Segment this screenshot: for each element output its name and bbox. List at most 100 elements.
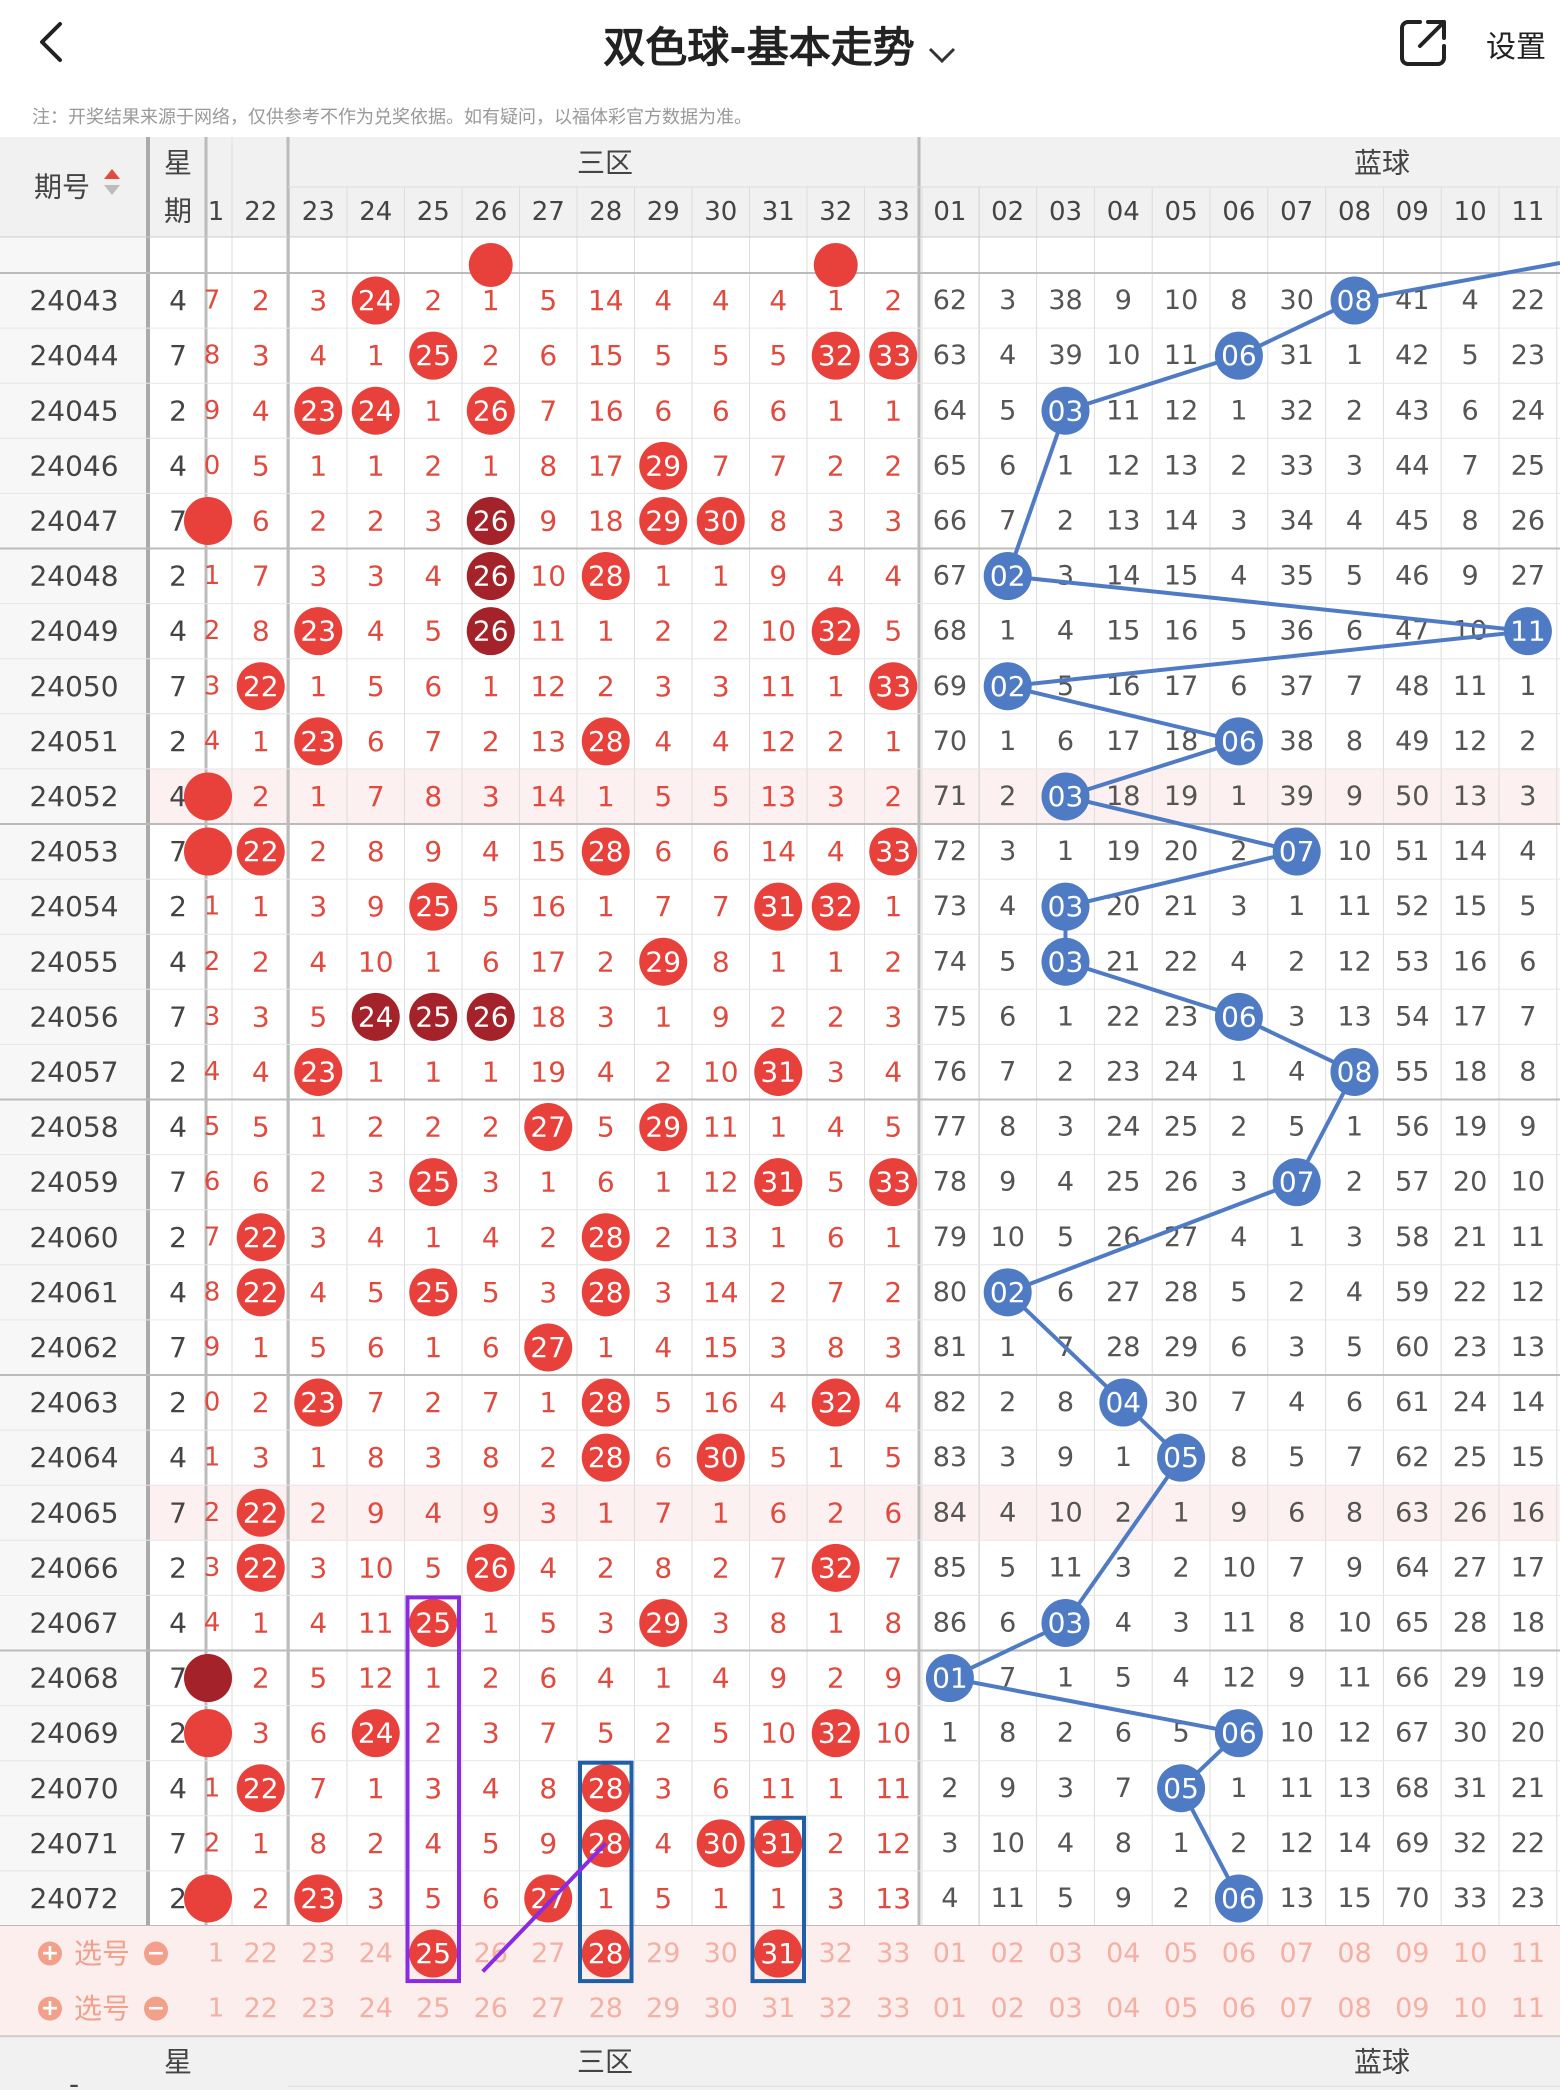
red-ball-21 xyxy=(184,772,232,821)
red-ball-25 xyxy=(409,331,458,380)
trend-chart[interactable]: 期号星期三区 蓝球 1 22 23 24 25 26 27 28 29 30 31 32 33 01 02 03 0… xyxy=(0,137,1560,2090)
miss-count: 3 xyxy=(252,339,270,372)
red-ball-24 xyxy=(351,276,400,325)
blue-miss-count: 7 xyxy=(1288,1552,1305,1583)
blue-miss-count: 31 xyxy=(1280,340,1314,371)
pick-blue-04: 04 xyxy=(1106,1993,1140,2024)
remove-icon[interactable] xyxy=(144,1996,168,2021)
miss-count: 8 xyxy=(654,1551,672,1584)
blue-miss-count: 6 xyxy=(999,1607,1016,1638)
miss-count: 1 xyxy=(424,945,442,978)
miss-count: 3 xyxy=(539,1496,557,1529)
miss-count: 14 xyxy=(703,1276,739,1309)
miss-count: 4 xyxy=(654,725,672,758)
red-ball-label: 28 xyxy=(588,1441,624,1474)
cell-21: 1 xyxy=(204,561,221,591)
miss-count: 15 xyxy=(530,835,566,868)
miss-count: 9 xyxy=(367,890,385,923)
blue-miss-count: 64 xyxy=(1395,1552,1429,1583)
miss-count: 3 xyxy=(597,1000,615,1033)
blue-ball-06 xyxy=(1214,1709,1263,1758)
blue-miss-count: 81 xyxy=(933,1332,967,1363)
blue-miss-count: 26 xyxy=(1164,1167,1198,1198)
miss-count: 1 xyxy=(769,945,787,978)
blue-ball-label: 07 xyxy=(1279,1166,1315,1199)
blue-miss-count: 25 xyxy=(1164,1112,1198,1143)
miss-count: 3 xyxy=(654,1276,672,1309)
blue-miss-count: 44 xyxy=(1395,450,1429,481)
page-title[interactable]: 双色球-基本走势 xyxy=(0,14,1560,75)
blue-miss-count: 70 xyxy=(1395,1883,1429,1914)
red-ball-21 xyxy=(184,1654,232,1703)
red-ball-label: 29 xyxy=(645,504,681,537)
cell-21: 4 xyxy=(204,1057,221,1087)
back-button[interactable] xyxy=(28,18,76,66)
blue-ball-03 xyxy=(1041,1598,1090,1647)
red-ball-label: 26 xyxy=(473,560,509,593)
blue-miss-count: 27 xyxy=(1106,1277,1140,1308)
selected-ball-25[interactable] xyxy=(409,1929,458,1978)
miss-count: 3 xyxy=(482,1166,500,1199)
blue-miss-count: 7 xyxy=(1230,1387,1247,1418)
period-cell: 24072 xyxy=(29,1882,118,1915)
period-cell: 24059 xyxy=(29,1166,118,1199)
red-ball-label: 24 xyxy=(358,1717,394,1750)
miss-count: 2 xyxy=(539,1441,557,1474)
red-ball-22 xyxy=(236,827,285,876)
sort-down-icon[interactable] xyxy=(104,185,120,195)
blue-miss-count: 10 xyxy=(1337,1607,1371,1638)
miss-count: 11 xyxy=(875,1772,911,1805)
blue-miss-count: 1 xyxy=(1230,1773,1247,1804)
blue-miss-count: 3 xyxy=(1519,781,1536,812)
miss-count: 1 xyxy=(309,449,327,482)
settings-button[interactable]: 设置 xyxy=(1486,30,1546,65)
blue-miss-count: 38 xyxy=(1048,285,1082,316)
remove-icon[interactable] xyxy=(144,1941,168,1966)
blue-miss-count: 36 xyxy=(1280,616,1314,647)
pick-blue-05: 05 xyxy=(1164,1938,1198,1969)
blue-miss-count: 1 xyxy=(1346,340,1363,371)
blue-miss-count: 11 xyxy=(1106,395,1140,426)
miss-count: 7 xyxy=(769,449,787,482)
blue-miss-count: 20 xyxy=(1453,1167,1487,1198)
miss-count: 4 xyxy=(712,1662,730,1695)
share-button[interactable] xyxy=(1398,16,1450,68)
miss-count: 6 xyxy=(654,1441,672,1474)
miss-count: 3 xyxy=(424,1441,442,1474)
blue-miss-count: 2 xyxy=(1230,836,1247,867)
selected-ball-31[interactable] xyxy=(754,1929,803,1978)
blue-miss-count: 2 xyxy=(1173,1883,1190,1914)
miss-count: 14 xyxy=(760,835,796,868)
period-cell: 24043 xyxy=(29,284,118,317)
blue-ball-label: 02 xyxy=(990,560,1026,593)
annotation-line xyxy=(481,1841,608,1973)
selected-ball-28[interactable] xyxy=(581,1929,630,1978)
blue-miss-count: 15 xyxy=(1453,891,1487,922)
blue-miss-count: 8 xyxy=(1115,1828,1132,1859)
miss-count: 6 xyxy=(252,504,270,537)
blue-miss-count: 27 xyxy=(1453,1552,1487,1583)
miss-count: 7 xyxy=(482,1386,500,1419)
cell-21: 2 xyxy=(204,616,221,646)
pick-blue-01: 01 xyxy=(933,1993,967,2024)
sort-up-icon[interactable] xyxy=(104,169,120,179)
blue-ball-02 xyxy=(983,662,1032,711)
add-icon[interactable] xyxy=(38,1996,62,2021)
pick-cell-32: 32 xyxy=(819,1938,853,1969)
blue-miss-count: 30 xyxy=(1453,1718,1487,1749)
red-ball-25 xyxy=(409,1158,458,1207)
miss-count: 1 xyxy=(367,449,385,482)
week-cell: 2 xyxy=(169,394,187,427)
miss-count: 5 xyxy=(367,670,385,703)
period-cell: 24056 xyxy=(29,1000,118,1033)
miss-count: 2 xyxy=(309,504,327,537)
red-ball-label: 28 xyxy=(588,560,624,593)
blue-miss-count: 37 xyxy=(1280,671,1314,702)
miss-count: 1 xyxy=(252,1606,270,1639)
add-icon[interactable] xyxy=(38,1941,62,1966)
miss-count: 3 xyxy=(424,1772,442,1805)
red-ball-label: 25 xyxy=(415,1166,451,1199)
miss-count: 6 xyxy=(539,1662,557,1695)
col-header-21: 1 xyxy=(208,197,225,227)
